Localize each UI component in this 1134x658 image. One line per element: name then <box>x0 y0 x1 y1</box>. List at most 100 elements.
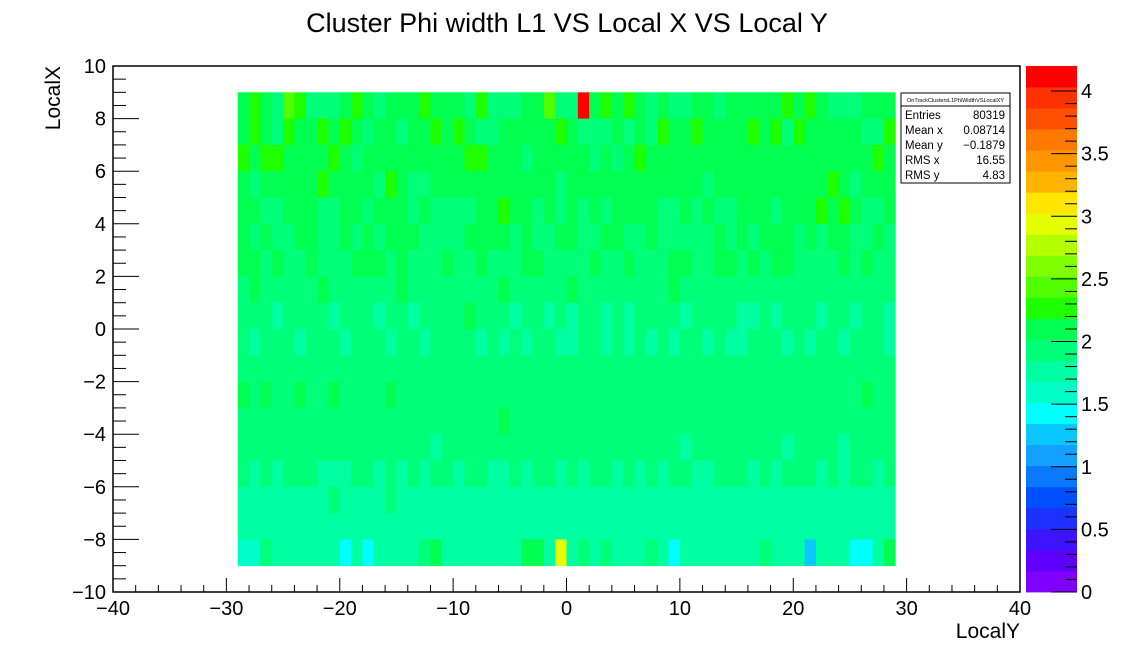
heatmap-cell <box>419 329 431 356</box>
heatmap-cell <box>373 486 386 514</box>
heatmap-cell <box>339 329 352 356</box>
heatmap-cell <box>827 329 839 356</box>
heatmap-cell <box>271 197 284 225</box>
heatmap-cell <box>419 118 431 146</box>
heatmap-cell <box>249 486 261 514</box>
heatmap-cell <box>283 197 295 225</box>
heatmap-cell <box>747 250 760 277</box>
heatmap-cell <box>441 144 454 172</box>
z-tick-label: 3 <box>1081 206 1092 228</box>
heatmap-cell <box>679 276 692 304</box>
heatmap-cell <box>339 223 352 251</box>
heatmap-cell <box>759 223 771 251</box>
heatmap-cell <box>328 197 341 225</box>
heatmap-cell <box>373 513 386 540</box>
heatmap-cell <box>713 329 726 356</box>
heatmap-cell <box>702 302 715 330</box>
heatmap-cell <box>249 171 261 198</box>
color-scale-segment <box>1026 192 1077 214</box>
heatmap-cell <box>441 276 454 304</box>
heatmap-cell <box>589 381 601 409</box>
heatmap-cell <box>861 513 874 540</box>
heatmap-cell <box>294 92 307 119</box>
heatmap-cell <box>283 302 295 330</box>
heatmap-cell <box>747 276 760 304</box>
heatmap-cell <box>339 250 352 277</box>
heatmap-cell <box>464 460 477 488</box>
heatmap-cell <box>793 144 805 172</box>
heatmap-cell <box>509 486 522 514</box>
heatmap-cell <box>373 144 386 172</box>
heatmap-cell <box>611 144 624 172</box>
heatmap-cell <box>657 92 669 119</box>
heatmap-cell <box>861 486 874 514</box>
heatmap-cell <box>623 460 635 488</box>
heatmap-cell <box>441 329 454 356</box>
heatmap-cell <box>555 118 567 146</box>
heatmap-cell <box>577 434 590 461</box>
heatmap-cell <box>838 250 851 277</box>
heatmap-cell <box>736 250 749 277</box>
heatmap-cell <box>464 171 477 198</box>
heatmap-cell <box>645 355 658 382</box>
heatmap-cell <box>396 513 409 540</box>
heatmap-cell <box>883 223 896 251</box>
heatmap-cell <box>736 302 749 330</box>
heatmap-cell <box>441 250 454 277</box>
heatmap-cell <box>861 302 874 330</box>
heatmap-cell <box>283 223 295 251</box>
heatmap-cell <box>861 223 874 251</box>
heatmap-cell <box>883 460 896 488</box>
heatmap-cell <box>838 276 851 304</box>
heatmap-cell <box>407 539 420 567</box>
heatmap-cell <box>691 197 703 225</box>
heatmap-cell <box>713 302 726 330</box>
heatmap-cell <box>555 171 567 198</box>
heatmap-cell <box>260 223 273 251</box>
y-tick-label: 10 <box>84 56 106 78</box>
heatmap-cell <box>725 434 737 461</box>
heatmap-cell <box>487 197 499 225</box>
heatmap-cell <box>430 355 443 382</box>
heatmap-cell <box>487 302 499 330</box>
color-scale-segment <box>1026 129 1077 151</box>
heatmap-cell <box>283 460 295 488</box>
heatmap-cell <box>543 460 556 488</box>
heatmap-cell <box>237 355 250 382</box>
heatmap-cell <box>475 329 488 356</box>
heatmap-cell <box>351 355 363 382</box>
heatmap-cell <box>668 171 681 198</box>
heatmap-cell <box>815 513 828 540</box>
heatmap-cell <box>691 118 703 146</box>
heatmap-cell <box>407 434 420 461</box>
heatmap-cell <box>566 539 579 567</box>
heatmap-cell <box>713 223 726 251</box>
heatmap-cell <box>589 223 601 251</box>
heatmap-cell <box>521 460 533 488</box>
heatmap-cell <box>691 407 703 435</box>
heatmap-cell <box>577 197 590 225</box>
heatmap-cell <box>351 92 363 119</box>
heatmap-cell <box>827 250 839 277</box>
heatmap-cell <box>237 460 250 488</box>
heatmap-cell <box>702 486 715 514</box>
heatmap-cell <box>532 381 545 409</box>
heatmap-cell <box>566 302 579 330</box>
heatmap-cell <box>566 407 579 435</box>
heatmap-cell <box>781 118 794 146</box>
heatmap-cell <box>713 407 726 435</box>
heatmap-cell <box>453 144 465 172</box>
heatmap-cell <box>804 223 817 251</box>
heatmap-cell <box>430 460 443 488</box>
heatmap-cell <box>260 276 273 304</box>
stats-value: 16.55 <box>976 155 1005 167</box>
stats-label: Mean x <box>905 125 943 137</box>
heatmap-cell <box>441 407 454 435</box>
heatmap-cell <box>827 276 839 304</box>
heatmap-cell <box>351 197 363 225</box>
heatmap-cell <box>747 486 760 514</box>
x-tick-label: 0 <box>561 598 572 620</box>
heatmap-cell <box>634 355 647 382</box>
heatmap-cell <box>577 513 590 540</box>
y-tick-label: −4 <box>83 424 106 446</box>
